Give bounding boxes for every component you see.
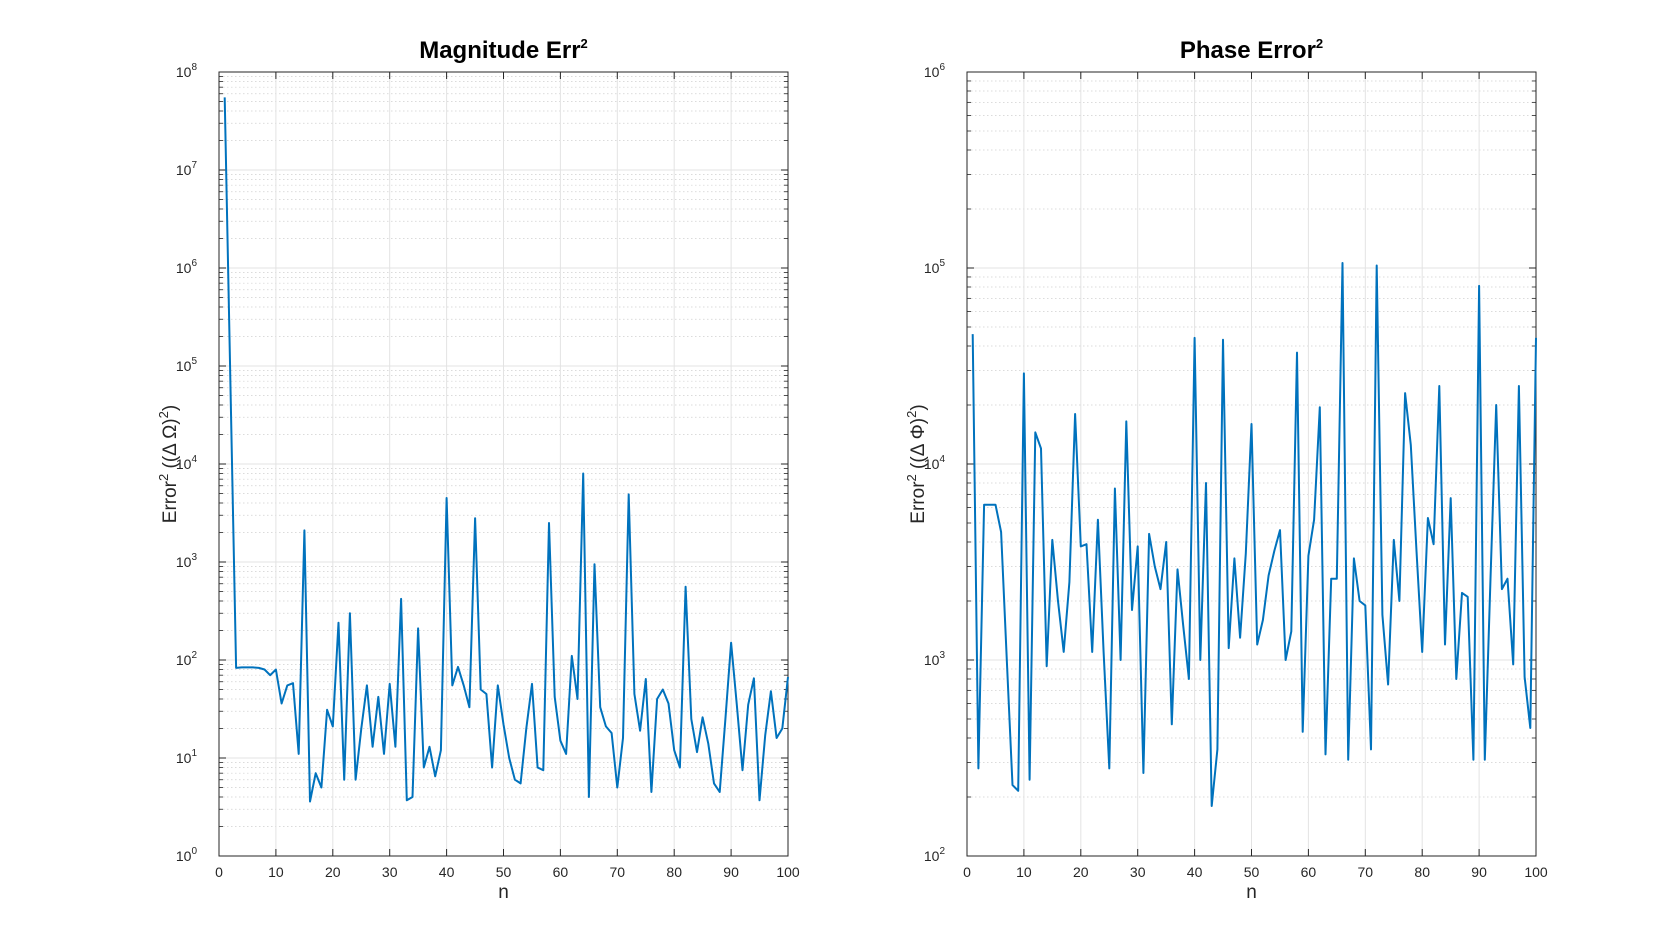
- x-tick-label: 0: [963, 864, 971, 880]
- phase-error-chart: 102 103 104 105 106 0 10 20 30 40 50 60 70 80 90 100 Ph…: [904, 36, 1548, 903]
- y-tick-label: 107: [176, 160, 198, 178]
- x-tick-label: 70: [1358, 864, 1374, 880]
- y-tick-label: 103: [924, 650, 946, 668]
- x-tick-label: 20: [1073, 864, 1089, 880]
- x-tick-label: 100: [1524, 864, 1548, 880]
- x-tick-label: 90: [1471, 864, 1487, 880]
- y-tick-label: 101: [176, 748, 198, 766]
- y-tick-label: 105: [176, 356, 198, 374]
- x-tick-label: 80: [666, 864, 682, 880]
- y-tick-label: 104: [924, 454, 946, 472]
- x-tick-label: 60: [1301, 864, 1317, 880]
- y-tick-label: 104: [176, 454, 198, 472]
- y-tick-label: 102: [924, 846, 946, 864]
- magnitude-chart-title: Magnitude Err2: [419, 36, 588, 64]
- x-tick-label: 50: [1244, 864, 1260, 880]
- x-tick-label: 80: [1414, 864, 1430, 880]
- x-tick-label: 60: [553, 864, 569, 880]
- y-tick-label: 106: [176, 258, 198, 276]
- y-tick-label: 100: [176, 846, 198, 864]
- x-tick-label: 70: [610, 864, 626, 880]
- x-tick-label: 100: [776, 864, 800, 880]
- phase-error-series-line: [971, 262, 1537, 807]
- x-tick-label: 20: [325, 864, 341, 880]
- y-tick-label: 108: [176, 62, 198, 80]
- x-tick-label: 30: [1130, 864, 1146, 880]
- magnitude-error-series-line: [223, 97, 789, 803]
- magnitude-x-axis-label: n: [498, 882, 509, 903]
- y-tick-label: 105: [924, 258, 946, 276]
- phase-y-axis-label: Error2 ((Δ Φ)2): [904, 404, 929, 523]
- x-tick-label: 30: [382, 864, 398, 880]
- phase-chart-title: Phase Error2: [1180, 36, 1323, 64]
- phase-x-axis-label: n: [1246, 882, 1257, 903]
- y-tick-label: 102: [176, 650, 198, 668]
- y-tick-label: 106: [924, 62, 946, 80]
- magnitude-y-axis-label: Error2 ((Δ Ω)2): [156, 405, 181, 523]
- x-tick-label: 50: [496, 864, 512, 880]
- x-tick-label: 40: [439, 864, 455, 880]
- x-tick-label: 90: [723, 864, 739, 880]
- x-tick-label: 0: [215, 864, 223, 880]
- magnitude-error-chart: 100 101 102 103 104 105 106 107 108 0 10 20 30 40 50 60…: [156, 36, 800, 903]
- x-tick-label: 40: [1187, 864, 1203, 880]
- x-tick-label: 10: [1016, 864, 1032, 880]
- x-tick-label: 10: [268, 864, 284, 880]
- y-tick-label: 103: [176, 552, 198, 570]
